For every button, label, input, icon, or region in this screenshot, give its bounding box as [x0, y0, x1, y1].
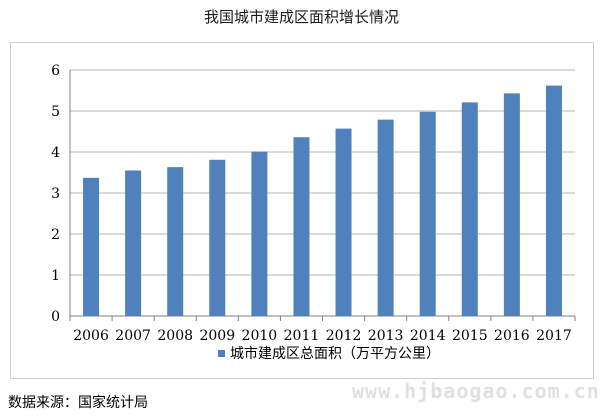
y-tick-label: 1: [51, 268, 60, 284]
x-tick-label: 2011: [284, 328, 320, 344]
x-tick-label: 2006: [73, 328, 109, 344]
y-tick-label: 0: [51, 309, 60, 325]
y-tick-label: 5: [51, 104, 60, 120]
x-tick-label: 2007: [115, 328, 151, 344]
bar-2011: [293, 137, 310, 316]
x-tick-label: 2012: [326, 328, 362, 344]
legend-label: 城市建成区总面积（万平方公里）: [230, 345, 440, 362]
bar-2006: [83, 177, 100, 316]
bar-2016: [503, 93, 520, 317]
tick-labels: 0 1 2 3 4 5 6 2006 2007 2008 2009 2010 2011 2012 2013 2…: [51, 63, 572, 344]
bar-2009: [209, 159, 226, 316]
axes: [69, 70, 576, 321]
bar-2013: [377, 119, 394, 316]
bar-2007: [125, 170, 142, 316]
chart-frame: [10, 42, 594, 379]
watermark: www.hjbaogao.com.cn: [352, 379, 600, 403]
bars: [83, 85, 562, 317]
bar-2012: [335, 128, 352, 316]
x-tick-label: 2013: [368, 328, 404, 344]
x-tick-label: 2017: [536, 328, 572, 344]
gridlines: [70, 69, 575, 276]
legend-swatch: [218, 350, 225, 357]
source-note: 数据来源：国家统计局: [8, 395, 148, 411]
y-tick-label: 6: [51, 63, 60, 79]
y-tick-label: 2: [51, 227, 60, 243]
bar-2008: [167, 167, 184, 316]
chart-title: 我国城市建成区面积增长情况: [203, 8, 399, 26]
x-tick-label: 2008: [157, 328, 193, 344]
bar-2017: [545, 85, 562, 316]
x-tick-label: 2016: [494, 328, 530, 344]
x-tick-label: 2015: [452, 328, 488, 344]
y-tick-label: 4: [51, 145, 60, 161]
bar-2014: [419, 111, 436, 316]
bar-2010: [251, 151, 268, 316]
x-tick-label: 2009: [199, 328, 235, 344]
x-tick-label: 2014: [410, 328, 446, 344]
x-tick-label: 2010: [242, 328, 278, 344]
y-tick-label: 3: [51, 186, 60, 202]
bar-2015: [461, 102, 478, 316]
legend: 城市建成区总面积（万平方公里）: [218, 345, 440, 362]
